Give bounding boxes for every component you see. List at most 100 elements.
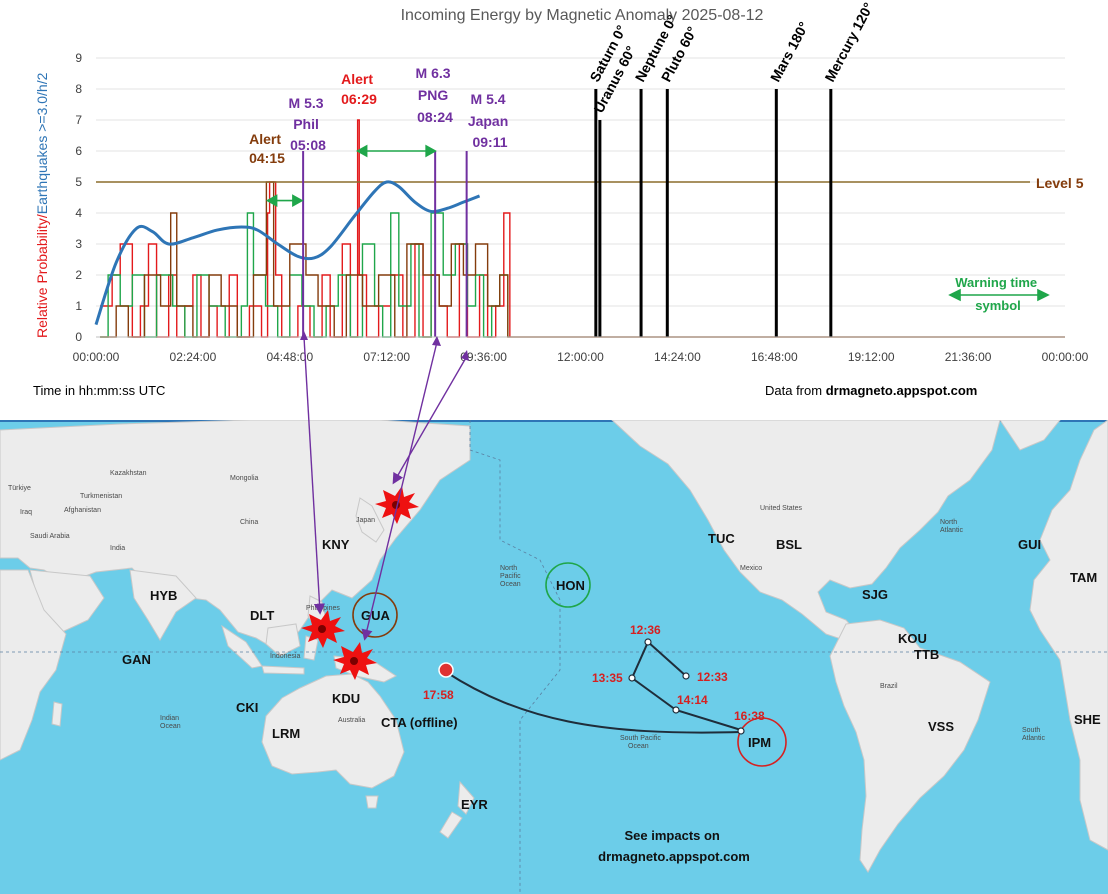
warning-arrow-0 <box>265 194 304 207</box>
station-she: SHE <box>1074 712 1101 727</box>
x-axis-label: Time in hh:mm:ss UTC <box>33 383 165 398</box>
planet-label-5: Mercury 120° <box>821 0 876 84</box>
x-tick-2: 04:48:00 <box>266 350 313 364</box>
x-tick-4: 09:36:00 <box>460 350 507 364</box>
place-philippines: Philippines <box>306 605 340 612</box>
place-south-pacific-2: Ocean <box>628 743 649 750</box>
planet-label-4: Mars 180° <box>767 19 812 84</box>
date-line <box>469 420 561 894</box>
station-kdu: KDU <box>332 691 360 706</box>
landmasses <box>0 420 1108 873</box>
y-tick-9: 9 <box>75 51 82 65</box>
track-time-1758: 17:58 <box>423 688 454 702</box>
y-tick-3: 3 <box>75 237 82 251</box>
land-australia <box>261 673 405 789</box>
station-lrm: LRM <box>272 726 300 741</box>
y-tick-6: 6 <box>75 144 82 158</box>
y-tick-7: 7 <box>75 113 82 127</box>
warning-legend-arrow <box>948 288 1050 302</box>
station-vss: VSS <box>928 719 954 734</box>
x-tick-3: 07:12:00 <box>363 350 410 364</box>
data-source-site: drmagneto.appspot.com <box>826 383 978 398</box>
station-bsl: BSL <box>776 537 802 552</box>
station-labels: KNY HYB DLT GAN GUA HON TUC BSL SJG KOU … <box>122 531 1101 812</box>
land-north-america <box>611 420 1001 643</box>
x-tick-5: 12:00:00 <box>557 350 604 364</box>
place-south-atlantic: South <box>1022 727 1040 734</box>
x-tick-labels: 00:00:00 02:24:00 04:48:00 07:12:00 09:36:00… <box>73 350 1089 364</box>
quake-burst-phil <box>301 610 345 648</box>
land-europe-africa <box>1029 420 1108 851</box>
series-layer <box>94 119 1065 338</box>
x-tick-1: 02:24:00 <box>170 350 217 364</box>
quake-japan-annotation: M 5.4 Japan 09:11 <box>468 91 512 150</box>
station-eyr: EYR <box>461 797 488 812</box>
place-north-pacific: North <box>500 565 517 572</box>
land-africa-east <box>0 569 67 761</box>
impacts-note: See impacts on drmagneto.appspot.com <box>598 828 750 864</box>
place-north-pacific-2: Pacific <box>500 573 521 580</box>
station-hyb: HYB <box>150 588 177 603</box>
place-indian-ocean: Indian <box>160 715 179 722</box>
land-java <box>261 665 305 675</box>
place-saudi-arabia: Saudi Arabia <box>30 533 70 540</box>
station-gan: GAN <box>122 652 151 667</box>
station-sjg: SJG <box>862 587 888 602</box>
land-new-zealand <box>457 780 475 815</box>
place-indian-ocean-2: Ocean <box>160 723 181 730</box>
warning-arrow-right-0 <box>292 194 304 207</box>
station-gui: GUI <box>1018 537 1041 552</box>
quake-png-annotation: M 6.3 PNG 08:24 <box>416 65 455 125</box>
alert-0415-annotation: Alert 04:15 <box>249 131 285 166</box>
x-tick-10: 00:00:00 <box>1042 350 1089 364</box>
land-tasmania <box>365 795 379 809</box>
ipm-station-circle <box>737 717 787 767</box>
trend-curve <box>94 180 481 326</box>
station-dlt: DLT <box>250 608 274 623</box>
place-turkmenistan: Turkmenistan <box>80 493 122 500</box>
track-time-1335: 13:35 <box>592 671 623 685</box>
y-tick-2: 2 <box>75 268 82 282</box>
track-origin-pin <box>438 662 454 678</box>
station-tam: TAM <box>1070 570 1097 585</box>
station-kou: KOU <box>898 631 927 646</box>
station-kny: KNY <box>322 537 350 552</box>
warning-arrow-left-0 <box>265 194 278 207</box>
y-axis-label: Relative Probability/Earthquakes >=3.0/h… <box>34 72 50 338</box>
place-kazakhstan: Kazakhstan <box>110 470 147 477</box>
impact-track <box>445 641 742 734</box>
warning-arrow-1 <box>355 144 437 158</box>
land-borneo <box>265 623 301 657</box>
y-tick-8: 8 <box>75 82 82 96</box>
y-tick-1: 1 <box>75 299 82 313</box>
track-time-1414: 14:14 <box>677 693 708 707</box>
chart-title: Incoming Energy by Magnetic Anomaly 2025… <box>401 7 764 24</box>
place-india: India <box>110 545 125 552</box>
place-brazil: Brazil <box>880 683 898 690</box>
land-india <box>129 569 197 641</box>
land-sumatra <box>221 624 263 669</box>
place-south-atlantic-2: Atlantic <box>1022 735 1045 742</box>
alert-0629-annotation: Alert 06:29 <box>341 71 377 107</box>
quake-marker-layer <box>265 144 468 337</box>
place-mexico: Mexico <box>740 565 762 572</box>
land-south-america <box>829 619 991 873</box>
place-north-atlantic-2: Atlantic <box>940 527 963 534</box>
hon-station-circle <box>545 562 591 608</box>
track-time-1233: 12:33 <box>697 670 728 684</box>
place-north-pacific-3: Ocean <box>500 581 521 588</box>
station-cta: CTA (offline) <box>381 715 458 730</box>
energy-chart: Incoming Energy by Magnetic Anomaly 2025… <box>33 0 1089 398</box>
y-axis-label-blue: Earthquakes >=3.0/h/2 <box>34 72 50 214</box>
world-map: Kazakhstan Mongolia China India Afghanis… <box>0 420 1108 894</box>
track-time-1236: 12:36 <box>630 623 661 637</box>
station-gua: GUA <box>361 608 391 623</box>
place-china: China <box>240 519 258 526</box>
station-cki: CKI <box>236 700 258 715</box>
track-time-1638: 16:38 <box>734 709 765 723</box>
place-north-atlantic: North <box>940 519 957 526</box>
impact-track-points <box>628 638 745 735</box>
level-5-label: Level 5 <box>1036 175 1084 191</box>
x-tick-6: 14:24:00 <box>654 350 701 364</box>
place-afghanistan: Afghanistan <box>64 507 101 514</box>
